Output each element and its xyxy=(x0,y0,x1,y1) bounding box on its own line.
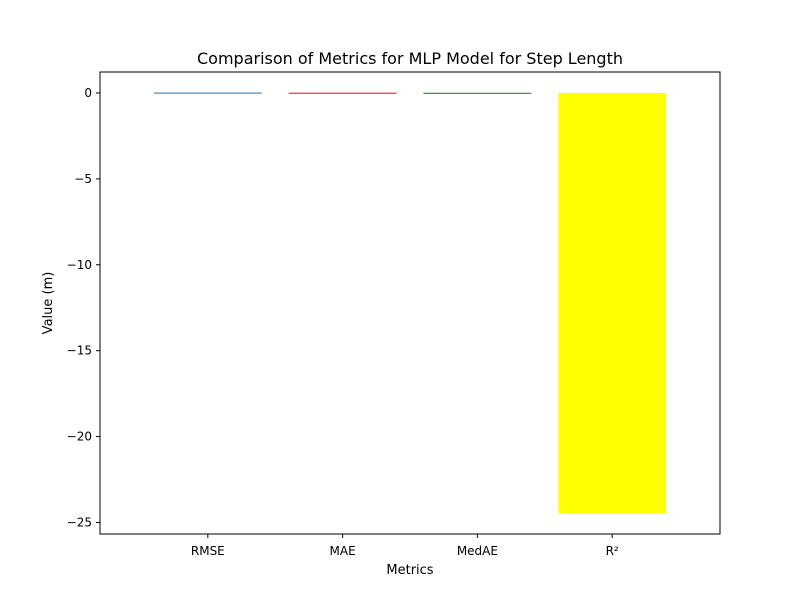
y-tick-label: −20 xyxy=(67,430,92,444)
chart-title: Comparison of Metrics for MLP Model for … xyxy=(197,49,623,68)
y-axis-label: Value (m) xyxy=(41,272,56,335)
x-tick-label: MedAE xyxy=(457,544,498,558)
x-axis-label: Metrics xyxy=(386,563,433,578)
y-tick-label: −10 xyxy=(67,258,92,272)
y-tick-label: −15 xyxy=(67,344,92,358)
plot-frame xyxy=(99,71,721,535)
bar-mae xyxy=(288,92,397,94)
y-axis-ticks: 0 −5 −10 −15 −20 −25 xyxy=(67,86,100,529)
bar-r xyxy=(558,92,667,514)
x-tick-label: R² xyxy=(606,544,619,558)
x-axis-ticks: RMSE MAE MedAE R² xyxy=(191,534,619,558)
x-tick-label: MAE xyxy=(330,544,356,558)
bar-rmse xyxy=(153,92,262,94)
y-tick-label: −25 xyxy=(67,515,92,529)
bars-group xyxy=(153,92,667,514)
x-tick-label: RMSE xyxy=(191,544,225,558)
y-tick-label: −5 xyxy=(74,172,92,186)
y-tick-label: 0 xyxy=(84,86,92,100)
bar-medae xyxy=(423,92,532,94)
